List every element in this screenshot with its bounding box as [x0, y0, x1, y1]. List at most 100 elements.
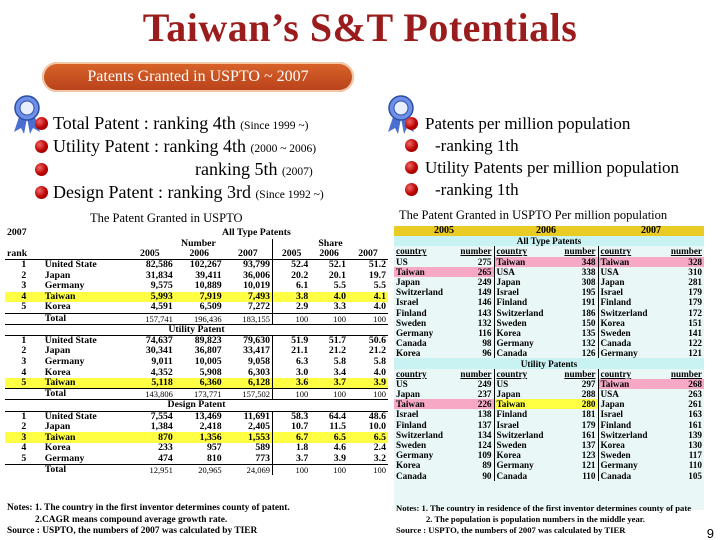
- value-cell: 5.8: [373, 356, 386, 367]
- per-million-table-panel: 2005 2006 2007 All Type Patents country numbe…: [394, 226, 704, 510]
- year-header: 2007: [347, 249, 388, 261]
- country-cell: United State: [44, 411, 97, 422]
- note-line: 2. The population is population numbers …: [426, 514, 645, 525]
- note-line: Source : USPTO, the numbers of 2007 was …: [7, 526, 258, 536]
- number-cell: 123: [581, 450, 596, 461]
- number-cell: 141: [688, 327, 702, 338]
- number-cell: 132: [477, 317, 492, 328]
- note-line: Notes: 1. The country in the first inven…: [7, 503, 290, 513]
- value-cell: 9,575: [150, 281, 173, 292]
- value-cell: 4.0: [373, 302, 386, 313]
- number-cell: 179: [688, 287, 702, 298]
- country-cell: Germany: [597, 348, 660, 359]
- country-cell: Finland: [597, 419, 660, 430]
- country-cell: Taiwan: [394, 399, 452, 410]
- country-cell: Japan: [396, 277, 421, 288]
- number-cell: 308: [581, 277, 596, 288]
- year-header: 2005: [124, 249, 175, 261]
- value-cell: 10,889: [194, 281, 222, 292]
- bullet-total-patent: Total Patent : ranking 4th (Since 1999 ~…: [35, 112, 324, 135]
- table-row: 3 Taiwan 870 1,356 1,553 6.7 6.5 6.5: [5, 432, 388, 443]
- country-cell: US: [396, 256, 408, 267]
- value-cell: 4,352: [150, 367, 173, 378]
- value-cell: 51.2: [368, 259, 386, 271]
- table-row: Finland 137 Israel 179 Finland 161: [394, 419, 704, 430]
- country-cell: US: [493, 378, 554, 389]
- country-cell: Korea: [493, 327, 554, 339]
- bullet-ranking: -ranking 1th: [405, 135, 679, 157]
- country-header: country: [396, 368, 427, 379]
- total-cell: 24,069: [223, 463, 273, 475]
- country-cell: Germany: [44, 356, 85, 367]
- country-cell: Taiwan: [42, 291, 125, 303]
- value-cell: 957: [206, 442, 222, 454]
- value-cell: 7,919: [174, 291, 224, 303]
- value-cell: 33,417: [243, 346, 271, 357]
- number-cell: 268: [660, 378, 704, 389]
- country-cell: Sweden: [597, 327, 660, 339]
- total-label: Total: [42, 312, 125, 325]
- spacer-cell: [5, 239, 43, 250]
- number-cell: 138: [477, 409, 492, 420]
- value-cell: 58.3: [272, 411, 311, 422]
- left-table-caption: The Patent Granted in USPTO: [90, 211, 243, 225]
- value-cell: 6.3: [272, 356, 311, 368]
- right-bullet-list: Patents per million population -ranking …: [405, 113, 679, 201]
- country-cell: Sweden: [493, 439, 554, 451]
- value-cell: 36,006: [243, 270, 271, 281]
- table-row: Total 143,806 173,771 157,502 100 100 100: [5, 388, 388, 400]
- number-cell: 116: [478, 327, 492, 338]
- table-row: Germany 109 Korea 123 Sweden 117: [394, 450, 704, 461]
- country-cell: Korea: [396, 348, 421, 359]
- table-row: Korea 96 Canada 126 Germany 121: [394, 348, 704, 359]
- number-cell: 226: [452, 399, 494, 410]
- number-cell: 146: [477, 297, 492, 308]
- number-cell: 130: [688, 440, 702, 451]
- value-cell: 6,509: [199, 302, 222, 313]
- table-row: Israel 138 Finland 181 Israel 163: [394, 409, 704, 420]
- year-header: 2006: [310, 249, 348, 261]
- country-cell: Germany: [597, 460, 660, 471]
- number-cell: 149: [477, 287, 492, 298]
- number-cell: 121: [581, 460, 596, 471]
- value-cell: 7,493: [223, 291, 273, 303]
- rank-cell: 3: [21, 356, 27, 367]
- bullet-dot-icon: [35, 163, 48, 176]
- section-title: All Type Patents: [394, 236, 704, 247]
- table-row: Germany 116 Korea 135 Sweden 141: [394, 327, 704, 339]
- number-cell: 186: [581, 307, 596, 318]
- rank-cell: 4: [5, 291, 43, 303]
- country-cell: Korea: [597, 317, 660, 328]
- country-cell: Sweden: [493, 317, 554, 328]
- country-cell: Taiwan: [394, 266, 452, 277]
- table-row: country number country number country number: [394, 368, 704, 379]
- note-line: 2.CAGR means compound average growth rat…: [35, 514, 228, 525]
- value-cell: 6.1: [272, 281, 311, 292]
- value-cell: 13,469: [194, 411, 222, 422]
- number-cell: 109: [477, 450, 492, 461]
- bullet-dot-icon: [405, 139, 418, 152]
- country-cell: Finland: [396, 419, 427, 430]
- total-cell: 100: [347, 388, 388, 400]
- bullet-dot-icon: [35, 186, 48, 199]
- bullet-per-million: Patents per million population: [405, 113, 679, 135]
- number-cell: 179: [581, 419, 596, 430]
- year-header: 2007: [598, 226, 704, 237]
- number-cell: 281: [688, 277, 702, 288]
- total-cell: 183,155: [223, 312, 273, 325]
- value-cell: 31,834: [145, 270, 173, 281]
- value-cell: 64.4: [328, 411, 346, 422]
- value-cell: 4.1: [347, 291, 388, 303]
- number-cell: 139: [688, 429, 702, 440]
- total-cell: 196,436: [174, 312, 224, 325]
- year-header: 2006: [494, 226, 598, 237]
- table-row: 5 Korea 4,591 6,509 7,272 2.9 3.3 4.0: [5, 302, 388, 314]
- value-cell: 10,019: [243, 281, 271, 292]
- year-header: 2005: [394, 226, 494, 237]
- value-cell: 1.8: [272, 442, 311, 454]
- country-cell: Sweden: [597, 450, 660, 461]
- country-cell: Korea: [396, 460, 421, 471]
- country-cell: Sweden: [396, 440, 427, 451]
- number-cell: 265: [452, 266, 494, 277]
- value-cell: 21.2: [328, 346, 346, 357]
